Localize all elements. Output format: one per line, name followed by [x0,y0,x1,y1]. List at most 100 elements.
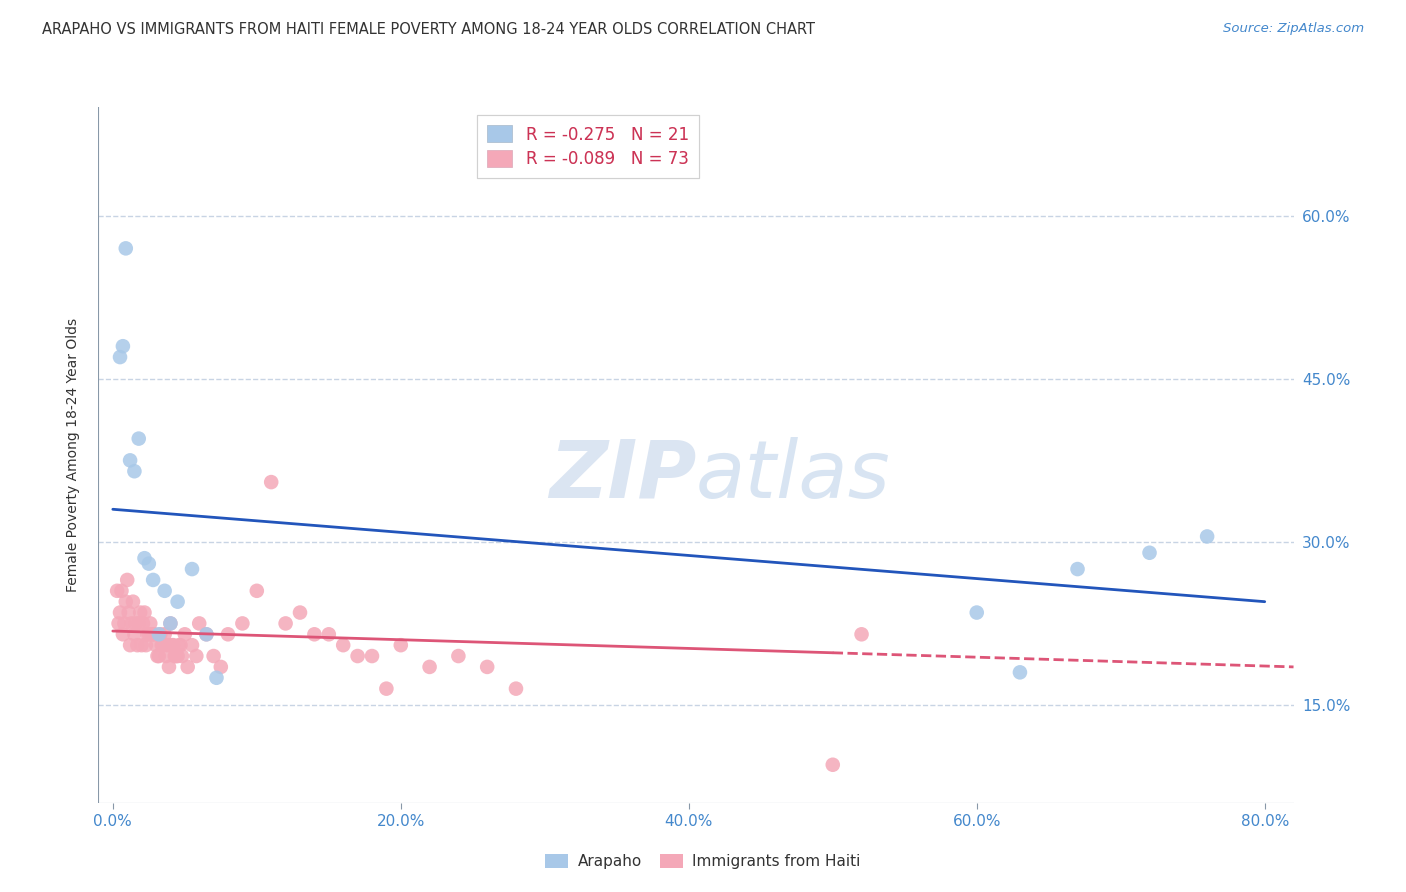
Point [505,681,527,696]
Legend: R = -0.275   N = 21, R = -0.089   N = 73: R = -0.275 N = 21, R = -0.089 N = 73 [477,115,699,178]
Point [132,616,155,631]
Point [246,583,269,598]
Point [149,627,172,641]
Legend: Arapaho, Immigrants from Haiti: Arapaho, Immigrants from Haiti [540,848,866,875]
Point [115,573,138,587]
Point [148,648,170,663]
Point [163,648,186,663]
Point [143,627,166,641]
Point [389,638,412,652]
Point [108,606,131,620]
Point [851,627,873,641]
Point [166,595,188,609]
Point [419,660,441,674]
Point [231,616,253,631]
Point [128,616,150,631]
Point [121,616,143,631]
Point [111,627,134,641]
Point [114,595,136,609]
Point [169,638,191,652]
Point [139,616,162,631]
Point [318,627,340,641]
Point [135,638,157,652]
Point [162,638,184,652]
Point [304,627,326,641]
Point [153,583,176,598]
Point [1139,546,1161,560]
Point [159,616,181,631]
Point [138,557,160,571]
Point [150,638,173,652]
Point [176,660,198,674]
Point [209,660,232,674]
Point [288,606,311,620]
Text: ARAPAHO VS IMMIGRANTS FROM HAITI FEMALE POVERTY AMONG 18-24 YEAR OLDS CORRELATIO: ARAPAHO VS IMMIGRANTS FROM HAITI FEMALE … [42,22,815,37]
Point [332,638,354,652]
Point [131,638,153,652]
Point [148,627,170,641]
Point [173,627,195,641]
Point [142,573,165,587]
Point [142,627,165,641]
Point [112,616,135,631]
Point [188,616,211,631]
Point [159,616,181,631]
Point [966,606,988,620]
Point [477,660,499,674]
Point [153,627,176,641]
Point [127,638,149,652]
Point [165,648,187,663]
Point [375,681,398,696]
Point [118,606,141,620]
Point [145,638,167,652]
Point [181,562,204,576]
Point [124,627,146,641]
Point [170,648,193,663]
Point [274,616,297,631]
Point [181,638,204,652]
Point [107,616,129,631]
Point [125,616,148,631]
Point [167,638,190,652]
Point [120,453,142,467]
Point [141,627,163,641]
Point [138,627,160,641]
Point [1008,665,1031,680]
Point [146,648,169,663]
Point [205,671,228,685]
Point [128,432,150,446]
Point [155,648,177,663]
Point [361,648,384,663]
Point [129,606,152,620]
Point [186,648,208,663]
Point [195,627,218,641]
Point [1197,529,1219,543]
Point [134,606,156,620]
Point [124,464,146,478]
Point [160,638,183,652]
Y-axis label: Female Poverty Among 18-24 Year Olds: Female Poverty Among 18-24 Year Olds [66,318,80,592]
Point [1066,562,1088,576]
Point [260,475,283,489]
Point [821,757,844,772]
Point [152,638,174,652]
Point [195,627,218,641]
Point [134,551,156,566]
Point [110,583,132,598]
Text: Source: ZipAtlas.com: Source: ZipAtlas.com [1223,22,1364,36]
Point [346,648,368,663]
Point [447,648,470,663]
Point [217,627,239,641]
Point [166,648,188,663]
Point [105,583,128,598]
Text: atlas: atlas [696,437,891,515]
Point [111,339,134,353]
Point [120,638,142,652]
Point [108,350,131,364]
Point [156,638,179,652]
Point [122,595,145,609]
Point [157,660,180,674]
Text: ZIP: ZIP [548,437,696,515]
Point [136,627,159,641]
Point [202,648,225,663]
